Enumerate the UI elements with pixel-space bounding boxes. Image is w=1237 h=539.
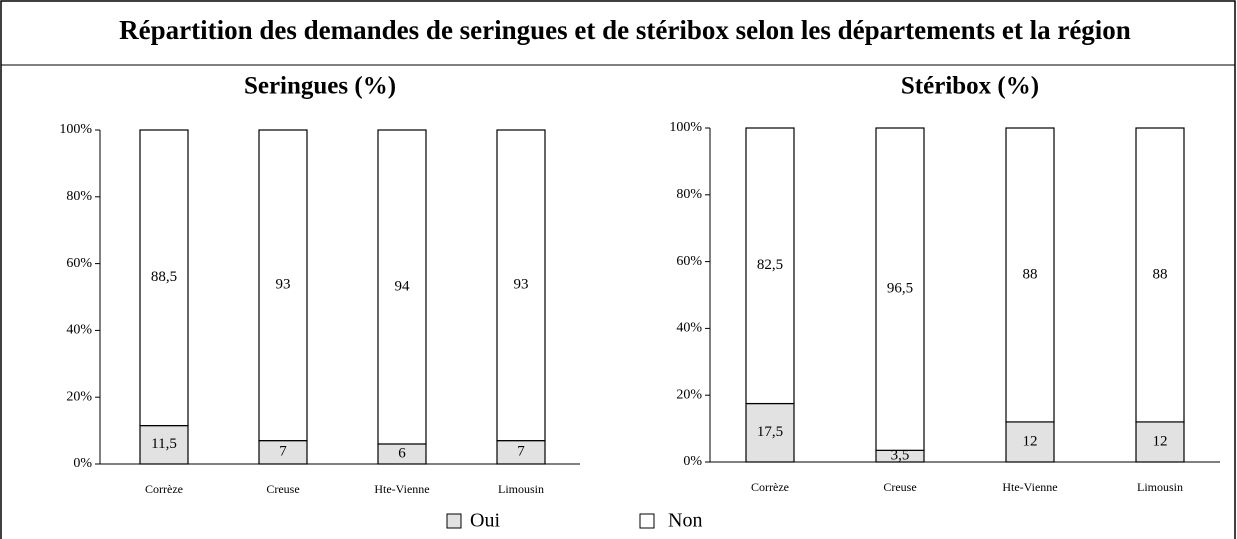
data-label: 88 bbox=[1023, 266, 1038, 282]
data-label: 11,5 bbox=[151, 436, 177, 452]
y-tick-label: 40% bbox=[66, 323, 92, 338]
chart-subtitle: Seringues (%) bbox=[244, 73, 396, 100]
y-tick-label: 0% bbox=[683, 454, 702, 469]
data-label: 6 bbox=[398, 445, 406, 461]
y-tick-label: 40% bbox=[676, 321, 702, 336]
y-tick-label: 100% bbox=[669, 120, 702, 135]
data-label: 93 bbox=[276, 277, 291, 293]
x-tick-label: Corrèze bbox=[751, 480, 789, 494]
legend-swatch bbox=[446, 513, 462, 529]
chart-subtitle: Stéribox (%) bbox=[901, 73, 1039, 100]
y-tick-label: 80% bbox=[676, 187, 702, 202]
x-tick-label: Hte-Vienne bbox=[374, 482, 429, 496]
bar-segment bbox=[1005, 127, 1055, 423]
legend-label: Non bbox=[668, 510, 702, 532]
bar-segment bbox=[875, 127, 925, 451]
y-tick-label: 60% bbox=[66, 256, 92, 271]
x-tick-label: Creuse bbox=[883, 480, 916, 494]
bar-segment bbox=[745, 402, 795, 463]
data-label: 88 bbox=[1153, 266, 1168, 282]
data-label: 7 bbox=[517, 444, 525, 460]
data-label: 7 bbox=[279, 444, 287, 460]
y-tick-label: 100% bbox=[59, 122, 92, 137]
data-label: 88,5 bbox=[151, 269, 177, 285]
x-tick-label: Corrèze bbox=[145, 482, 183, 496]
data-label: 12 bbox=[1023, 433, 1038, 449]
data-label: 12 bbox=[1153, 433, 1168, 449]
data-label: 93 bbox=[514, 277, 529, 293]
x-tick-label: Limousin bbox=[1137, 480, 1183, 494]
y-tick-label: 80% bbox=[66, 189, 92, 204]
data-label: 17,5 bbox=[757, 424, 783, 440]
y-tick-label: 0% bbox=[73, 456, 92, 471]
bar-segment bbox=[1135, 421, 1185, 463]
y-tick-label: 20% bbox=[66, 389, 92, 404]
data-label: 3,5 bbox=[891, 448, 910, 464]
legend-label: Oui bbox=[470, 510, 500, 532]
x-tick-label: Limousin bbox=[498, 482, 544, 496]
page-title: Répartition des demandes de seringues et… bbox=[119, 15, 1131, 45]
y-tick-label: 20% bbox=[676, 387, 702, 402]
legend-swatch bbox=[639, 513, 655, 529]
y-tick-label: 60% bbox=[676, 254, 702, 269]
data-label: 94 bbox=[395, 278, 411, 294]
data-label: 96,5 bbox=[887, 281, 913, 297]
bar-segment bbox=[1005, 421, 1055, 463]
bar-segment bbox=[139, 129, 189, 427]
bar-segment bbox=[496, 129, 546, 442]
x-tick-label: Creuse bbox=[266, 482, 299, 496]
x-tick-label: Hte-Vienne bbox=[1002, 480, 1057, 494]
bar-segment bbox=[377, 129, 427, 445]
bar-segment bbox=[1135, 127, 1185, 423]
data-label: 82,5 bbox=[757, 257, 783, 273]
bar-segment bbox=[745, 127, 795, 405]
bar-segment bbox=[258, 129, 308, 442]
